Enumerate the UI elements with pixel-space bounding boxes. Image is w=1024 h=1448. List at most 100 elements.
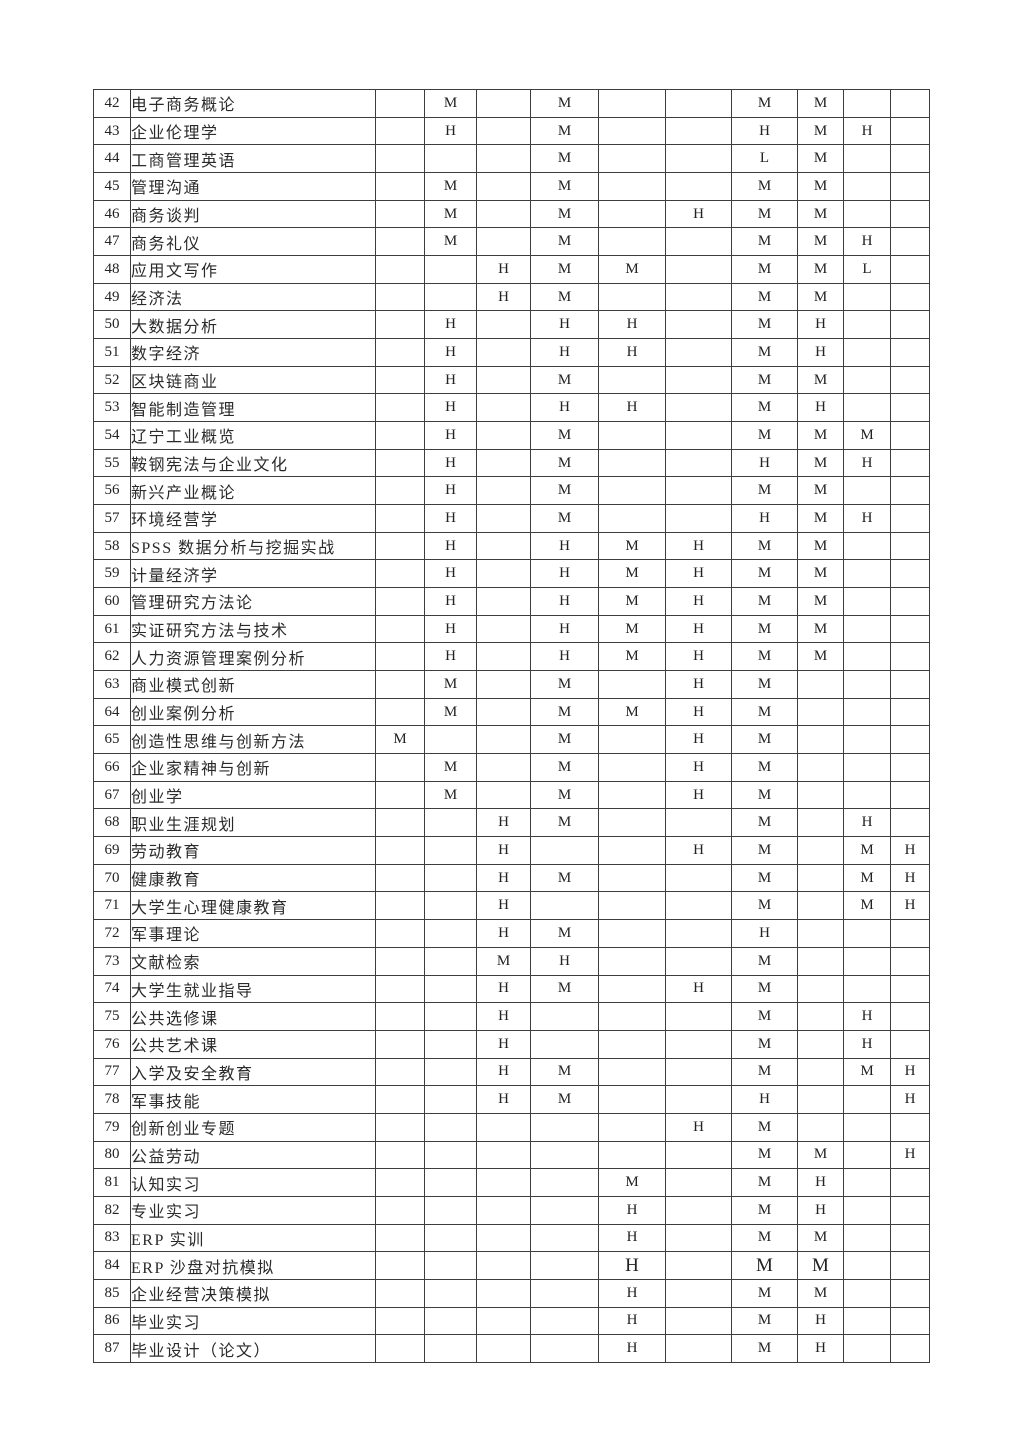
correlation-level-cell (843, 1334, 891, 1363)
course-name: 商业模式创新 (130, 670, 376, 699)
correlation-level-cell (890, 310, 930, 340)
correlation-level-cell: H (598, 1251, 666, 1280)
correlation-level-cell: M (731, 255, 798, 284)
correlation-level-cell: M (731, 642, 798, 672)
correlation-level-cell (797, 919, 844, 948)
course-name: 管理沟通 (130, 172, 376, 201)
correlation-level-cell (375, 282, 425, 312)
correlation-level-cell: M (731, 1140, 798, 1170)
correlation-level-cell (890, 89, 930, 118)
course-name: 智能制造管理 (130, 393, 376, 423)
table-row: 61 实证研究方法与技术 H H M H M M (93, 614, 930, 644)
correlation-level-cell (424, 1085, 477, 1114)
correlation-level-cell (598, 1112, 666, 1142)
row-number: 53 (93, 393, 131, 423)
correlation-level-cell: M (797, 559, 844, 589)
correlation-level-cell: M (530, 172, 599, 201)
correlation-level-cell: H (424, 587, 477, 616)
correlation-level-cell (476, 1168, 531, 1197)
correlation-level-cell (665, 1195, 732, 1225)
correlation-level-cell (843, 1168, 891, 1197)
correlation-level-cell (476, 697, 531, 727)
correlation-level-cell (375, 531, 425, 561)
course-name: 企业家精神与创新 (130, 753, 376, 782)
row-number: 87 (93, 1334, 131, 1363)
table-row: 83 ERP 实训 H M M (93, 1223, 930, 1253)
correlation-level-cell (375, 1251, 425, 1280)
correlation-level-cell: H (665, 836, 732, 865)
correlation-level-cell (890, 614, 930, 644)
table-row: 42 电子商务概论 M M M M (93, 89, 930, 118)
correlation-level-cell (476, 116, 531, 146)
correlation-level-cell: H (530, 946, 599, 976)
table-row: 86 毕业实习 H M H (93, 1306, 930, 1336)
correlation-level-cell (476, 1112, 531, 1142)
correlation-level-cell: H (665, 559, 732, 589)
correlation-level-cell: M (731, 1002, 798, 1031)
table-row: 77 入学及安全教育 H M M M H (93, 1057, 930, 1087)
correlation-level-cell: H (424, 338, 477, 367)
correlation-level-cell: H (665, 697, 732, 727)
table-row: 76 公共艺术课 H M H (93, 1029, 930, 1059)
correlation-level-cell: M (731, 1029, 798, 1059)
correlation-level-cell (890, 393, 930, 423)
correlation-level-cell: M (530, 863, 599, 893)
correlation-level-cell (375, 587, 425, 616)
correlation-level-cell (598, 365, 666, 395)
correlation-level-cell: M (797, 365, 844, 395)
correlation-level-cell: H (843, 504, 891, 533)
course-name: 管理研究方法论 (130, 587, 376, 616)
correlation-level-cell (375, 974, 425, 1004)
correlation-level-cell (598, 891, 666, 921)
correlation-level-cell: M (530, 448, 599, 478)
correlation-level-cell (843, 338, 891, 367)
correlation-level-cell: H (843, 116, 891, 146)
correlation-level-cell (890, 1278, 930, 1308)
correlation-level-cell: M (530, 421, 599, 450)
correlation-level-cell: M (731, 1195, 798, 1225)
correlation-level-cell: H (890, 863, 930, 893)
row-number: 44 (93, 144, 131, 174)
correlation-level-cell: H (797, 1195, 844, 1225)
correlation-level-cell (476, 172, 531, 201)
row-number: 62 (93, 642, 131, 672)
table-row: 48 应用文写作 H M M M M L (93, 255, 930, 284)
correlation-level-cell (476, 1223, 531, 1253)
course-name: 鞍钢宪法与企业文化 (130, 448, 376, 478)
course-name: 入学及安全教育 (130, 1057, 376, 1087)
table-row: 65 创造性思维与创新方法 M M H M (93, 725, 930, 755)
correlation-level-cell (665, 1223, 732, 1253)
correlation-level-cell: M (530, 282, 599, 312)
correlation-level-cell (476, 1140, 531, 1170)
course-name: 商务礼仪 (130, 227, 376, 257)
correlation-level-cell: M (530, 504, 599, 533)
correlation-level-cell (375, 1140, 425, 1170)
row-number: 58 (93, 531, 131, 561)
correlation-level-cell: M (598, 559, 666, 589)
table-row: 60 管理研究方法论 H H M H M M (93, 587, 930, 616)
course-name: 文献检索 (130, 946, 376, 976)
row-number: 73 (93, 946, 131, 976)
correlation-level-cell (424, 725, 477, 755)
table-row: 59 计量经济学 H H M H M M (93, 559, 930, 589)
correlation-level-cell (375, 1057, 425, 1087)
correlation-level-cell: H (530, 587, 599, 616)
row-number: 79 (93, 1112, 131, 1142)
correlation-level-cell: H (476, 1057, 531, 1087)
correlation-level-cell (476, 670, 531, 699)
correlation-level-cell (797, 725, 844, 755)
correlation-level-cell: H (731, 1085, 798, 1114)
table-row: 47 商务礼仪 M M M M H (93, 227, 930, 257)
correlation-level-cell: M (731, 891, 798, 921)
correlation-level-cell (890, 642, 930, 672)
correlation-level-cell (598, 808, 666, 838)
row-number: 78 (93, 1085, 131, 1114)
row-number: 83 (93, 1223, 131, 1253)
correlation-level-cell (476, 725, 531, 755)
correlation-level-cell: H (890, 1140, 930, 1170)
table-body: 42 电子商务概论 M M M M 43 企业伦理学 H M H M H 44 工商管理英语 M L M 45 管理沟… (93, 89, 930, 1363)
correlation-level-cell (598, 116, 666, 146)
correlation-level-cell (476, 531, 531, 561)
correlation-level-cell: M (731, 753, 798, 782)
correlation-level-cell: H (424, 504, 477, 533)
